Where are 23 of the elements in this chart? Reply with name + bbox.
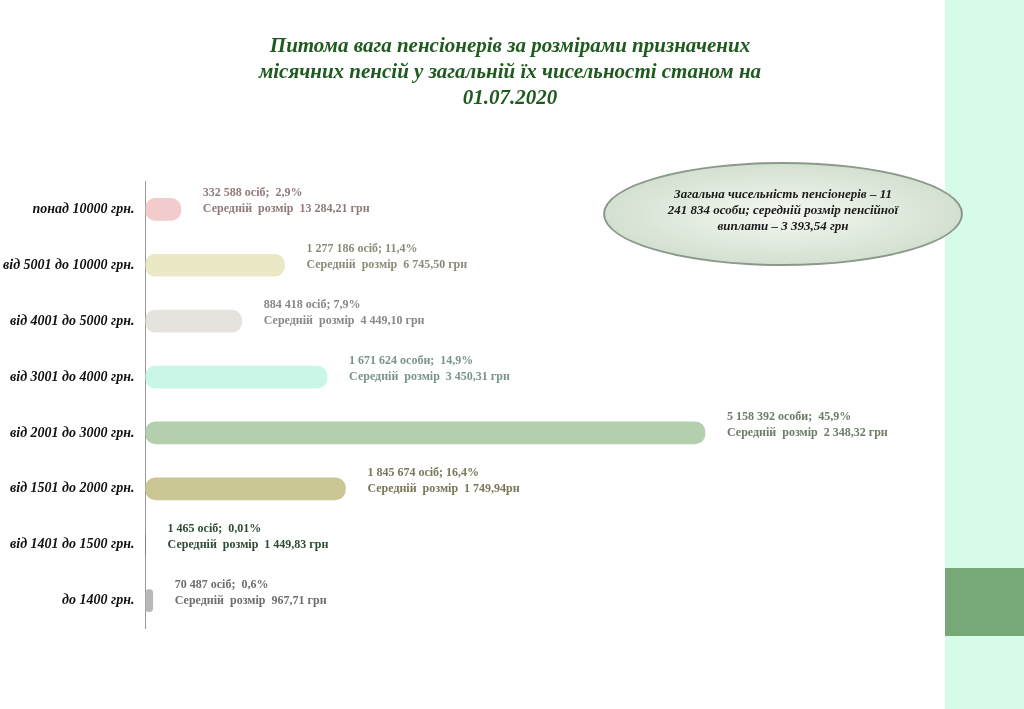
bar	[145, 309, 243, 333]
annotation: Загальна чисельність пенсіонерів – 11 241 834 особи; середній розмір пенсійної виплати – 3 393,54 грн	[666, 186, 900, 234]
y-tick-label: від 2001 до 3000 грн.	[9, 424, 135, 440]
data-label: 1 671 624 особи; 14,9% Середній розмір 3 450,31 грн	[349, 353, 510, 384]
bar	[145, 477, 346, 501]
y-tick-label: до 1400 грн.	[62, 592, 135, 608]
y-tick-label: від 3001 до 4000 грн.	[9, 368, 135, 384]
bar	[145, 253, 285, 277]
bar	[145, 421, 706, 445]
y-tick-label: від 4001 до 5000 грн.	[9, 312, 135, 328]
y-tick-label: від 5001 до 10000 грн.	[2, 256, 135, 272]
data-label: 884 418 осіб; 7,9% Середній розмір 4 449,10 грн	[263, 297, 425, 328]
y-tick-label: від 1501 до 2000 грн.	[9, 480, 135, 496]
data-label: 332 588 осіб; 2,9% Середній розмір 13 284,21 грн	[202, 185, 370, 216]
data-label: 1 277 186 осіб; 11,4% Середній розмір 6 745,50 грн	[306, 241, 468, 272]
data-label: 5 158 392 особи; 45,9% Середній розмір 2 348,32 грн	[727, 409, 888, 440]
data-label: 1 845 674 осіб; 16,4% Середній розмір 1 749,94рн	[367, 464, 520, 495]
data-label: 70 487 осіб; 0,6% Середній розмір 967,71 грн	[174, 576, 327, 607]
data-label: 1 465 осіб; 0,01% Середній розмір 1 449,83 грн	[167, 520, 329, 551]
y-tick-label: понад 10000 грн.	[32, 200, 135, 216]
chart-title: Питома вага пенсіонерів за розмірами призначених місячних пенсій у загальній їх чисельності станом на 01.07.2020	[257, 32, 763, 110]
y-tick-label: від 1401 до 1500 грн.	[9, 536, 135, 552]
bar	[145, 365, 328, 389]
